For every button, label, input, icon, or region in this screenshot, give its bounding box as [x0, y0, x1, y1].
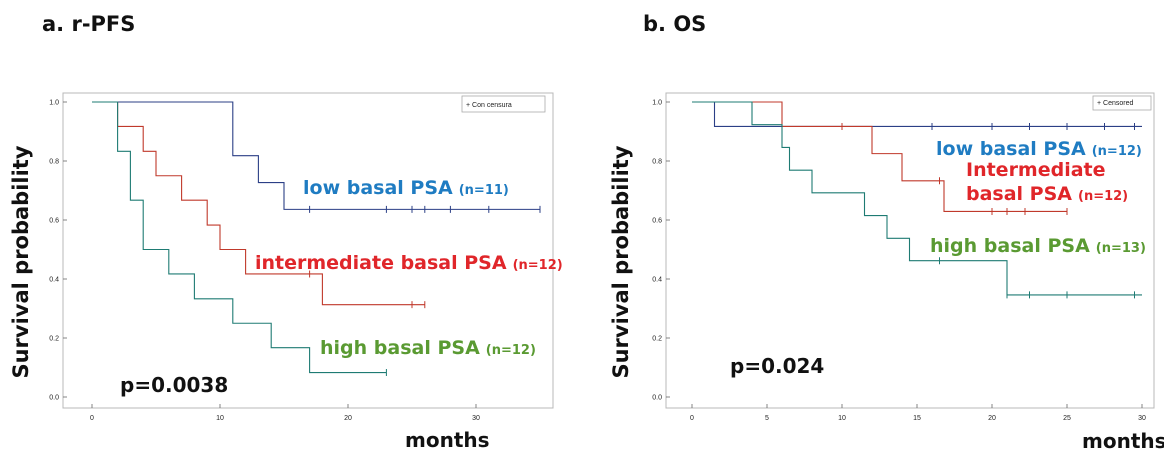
- panel-a-title: a. r-PFS: [42, 12, 136, 36]
- curve-label-n: (n=12): [486, 343, 536, 358]
- curve-label-n: (n=12): [513, 258, 563, 273]
- y-tick-label: 0.0: [652, 395, 662, 402]
- x-tick-label: 0: [90, 415, 94, 422]
- y-tick-label: 0.8: [49, 159, 59, 166]
- y-tick-label: 0.6: [652, 218, 662, 225]
- y-tick-label: 0.2: [49, 336, 59, 343]
- chart-panel-1: 0.0 0.2 0.4 0.6 0.8 1.0 0 5 10 15 20 25 30 Survival p…: [609, 92, 1164, 452]
- curve-label-n: (n=12): [1078, 189, 1128, 204]
- curve-label-n: (n=12): [1092, 144, 1142, 159]
- x-tick-label: 30: [472, 415, 480, 422]
- curve-label: high basal PSA (n=12): [320, 337, 536, 359]
- x-tick-label: 10: [838, 415, 846, 422]
- plot-frame: [665, 92, 1155, 409]
- curve-label: basal PSA (n=12): [966, 183, 1128, 205]
- y-tick-label: 0.2: [652, 336, 662, 343]
- chart-panel-0: 0.0 0.2 0.4 0.6 0.8 1.0 0 10 20 30 Survival probab…: [9, 92, 563, 452]
- survival-curve: [692, 101, 1142, 128]
- curve-label: intermediate basal PSA (n=12): [255, 252, 563, 274]
- x-tick-label: 25: [1063, 415, 1071, 422]
- x-axis-title: months: [405, 428, 490, 452]
- curve-label-n: (n=13): [1096, 241, 1146, 256]
- x-tick-label: 20: [988, 415, 996, 422]
- curve-label-n: (n=11): [459, 183, 509, 198]
- panel-b-title: b. OS: [643, 12, 707, 36]
- survival-curve: [692, 101, 1067, 212]
- p-value-annotation: p=0.0038: [120, 373, 228, 397]
- y-axis-title: Survival probability: [9, 145, 33, 378]
- x-tick-label: 30: [1138, 415, 1146, 422]
- curve-label: low basal PSA (n=11): [303, 177, 509, 199]
- curve-label: high basal PSA (n=13): [930, 235, 1146, 257]
- x-tick-label: 0: [690, 415, 694, 422]
- curve-label: low basal PSA (n=12): [936, 138, 1142, 160]
- curve-label: Intermediate: [966, 159, 1106, 181]
- y-tick-label: 0.4: [49, 277, 59, 284]
- y-tick-label: 0.0: [49, 395, 59, 402]
- y-tick-label: 0.4: [652, 277, 662, 284]
- x-tick-label: 20: [344, 415, 352, 422]
- plot-frame: [62, 92, 554, 409]
- legend-box: [1092, 95, 1152, 111]
- y-axis-title: Survival probability: [609, 145, 633, 378]
- legend-text: + Con censura: [466, 102, 512, 109]
- legend-box: [461, 95, 546, 113]
- p-value-annotation: p=0.024: [730, 354, 824, 378]
- survival-curve: [692, 101, 1142, 296]
- y-tick-label: 1.0: [652, 100, 662, 107]
- x-tick-label: 15: [913, 415, 921, 422]
- y-tick-label: 0.6: [49, 218, 59, 225]
- survival-curve: [92, 101, 425, 306]
- survival-curve: [92, 101, 540, 210]
- y-tick-label: 0.8: [652, 159, 662, 166]
- x-axis-title: months: [1082, 429, 1164, 452]
- x-tick-label: 10: [216, 415, 224, 422]
- legend-text: + Censored: [1097, 100, 1133, 107]
- y-tick-label: 1.0: [49, 100, 59, 107]
- survival-curve: [92, 101, 387, 374]
- x-tick-label: 5: [765, 415, 769, 422]
